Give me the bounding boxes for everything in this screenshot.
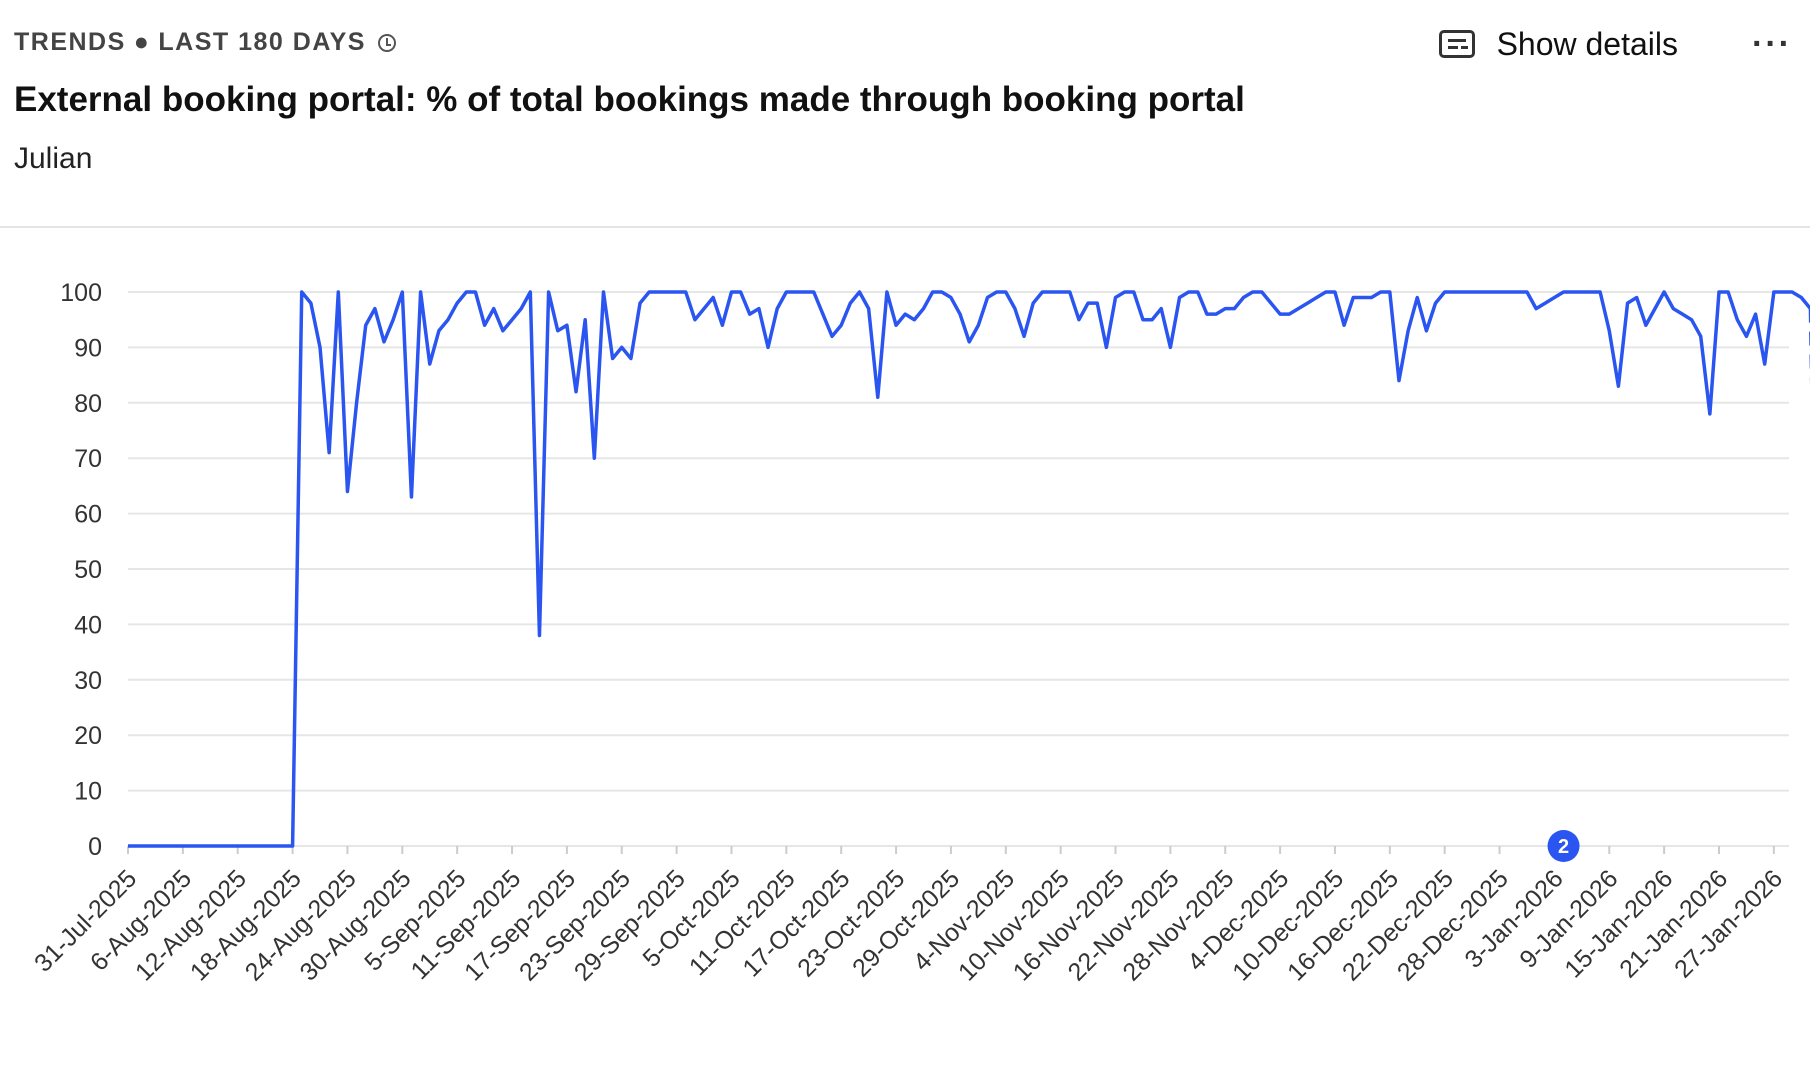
y-tick-label-50: 50 [74,556,102,584]
header-divider [0,226,1810,228]
chart-title: External booking portal: % of total book… [14,80,1245,119]
series-line-0 [128,290,1810,848]
eyebrow: TRENDS ● LAST 180 DAYS [14,28,396,57]
y-tick-label-100: 100 [60,279,102,307]
show-details-label: Show details [1496,25,1678,62]
clock-icon [377,33,396,52]
eyebrow-range: LAST 180 DAYS [158,28,366,56]
annotation-label: 2 [1558,836,1569,858]
y-tick-label-90: 90 [74,334,102,362]
series-group [128,290,1810,848]
y-tick-label-60: 60 [74,501,102,529]
annotation-group[interactable]: 2 [1547,830,1580,862]
y-tick-label-80: 80 [74,390,102,418]
y-tick-label-0: 0 [88,833,102,861]
show-details-button[interactable]: Show details [1438,20,1678,68]
grid-lines [128,291,1789,847]
eyebrow-label: TRENDS [14,28,126,56]
x-axis-ticks: 31-Jul-20256-Aug-202512-Aug-202518-Aug-2… [29,846,1788,986]
line-chart: 0 10 20 30 40 50 60 70 80 90 100 31-Jul-20256-Aug-… [29,279,1810,986]
more-options-button[interactable]: ··· [1748,20,1796,68]
y-tick-label-30: 30 [74,667,102,695]
y-tick-label-40: 40 [74,611,102,639]
y-tick-label-10: 10 [74,778,102,806]
chart-subtitle: Julian [14,142,93,175]
more-icon: ··· [1752,24,1792,63]
y-tick-label-20: 20 [74,722,102,750]
details-icon [1438,30,1475,58]
chart-header: TRENDS ● LAST 180 DAYS External booking … [14,0,1796,226]
annotation-marker[interactable] [1547,830,1580,862]
y-tick-label-70: 70 [74,445,102,473]
y-axis-ticks: 0 10 20 30 40 50 60 70 80 90 100 [60,279,102,861]
eyebrow-separator: ● [133,28,151,56]
